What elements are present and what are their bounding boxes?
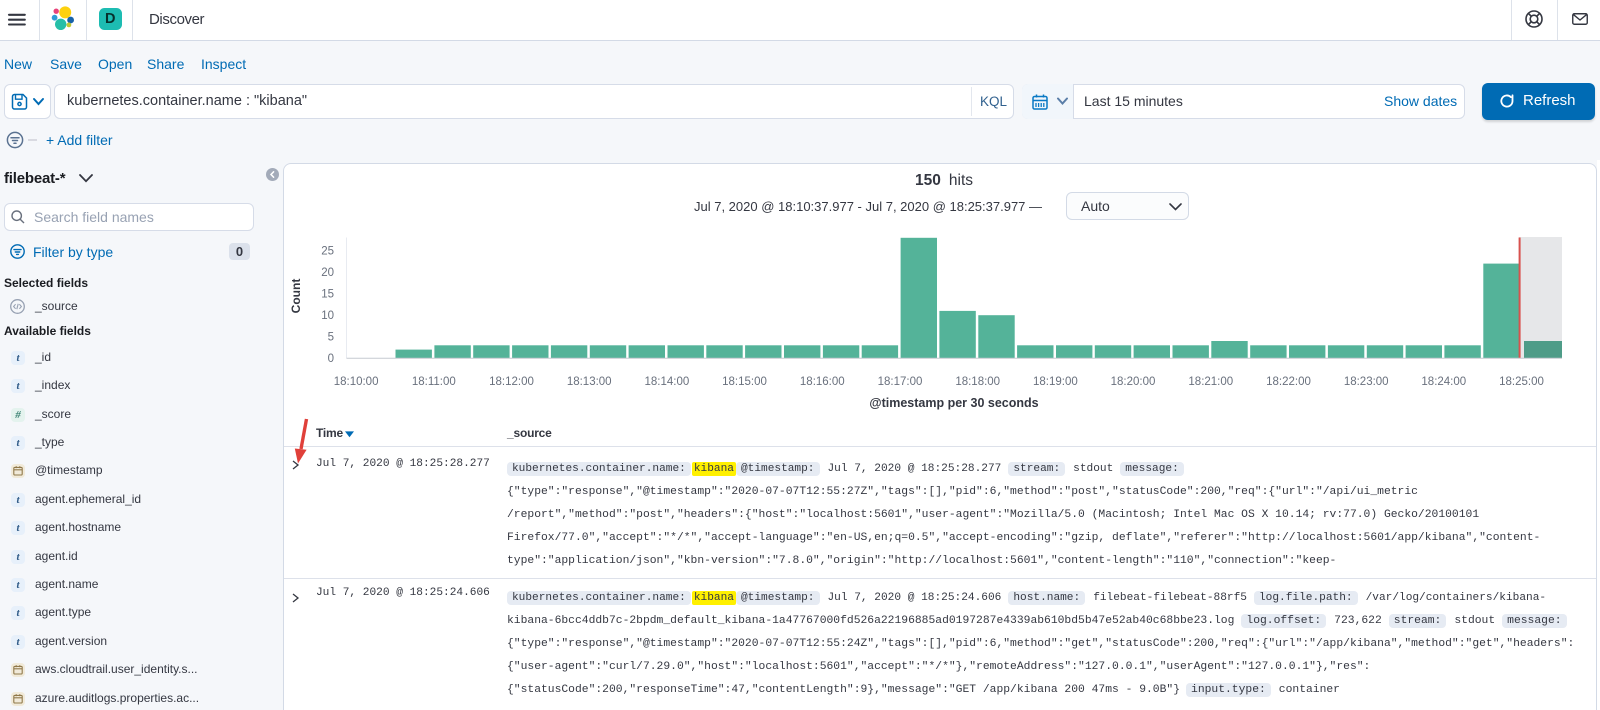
svg-text:18:23:00: 18:23:00	[1344, 376, 1389, 388]
svg-text:5: 5	[328, 332, 334, 344]
svg-text:18:10:00: 18:10:00	[334, 376, 379, 388]
svg-text:18:17:00: 18:17:00	[878, 376, 923, 388]
svg-text:18:19:00: 18:19:00	[1033, 376, 1078, 388]
svg-text:18:24:00: 18:24:00	[1421, 376, 1466, 388]
svg-text:18:16:00: 18:16:00	[800, 376, 845, 388]
svg-text:18:18:00: 18:18:00	[955, 376, 1000, 388]
svg-text:18:15:00: 18:15:00	[722, 376, 767, 388]
svg-text:@timestamp per 30 seconds: @timestamp per 30 seconds	[869, 396, 1038, 410]
svg-text:10: 10	[321, 310, 334, 322]
svg-text:Count: Count	[289, 279, 303, 314]
svg-text:20: 20	[321, 267, 334, 279]
svg-text:0: 0	[328, 353, 334, 365]
svg-text:18:13:00: 18:13:00	[567, 376, 612, 388]
svg-text:18:14:00: 18:14:00	[645, 376, 690, 388]
svg-text:15: 15	[321, 289, 334, 301]
svg-text:25: 25	[321, 246, 334, 258]
svg-text:18:11:00: 18:11:00	[412, 376, 456, 388]
svg-text:18:22:00: 18:22:00	[1266, 376, 1311, 388]
svg-text:18:25:00: 18:25:00	[1499, 376, 1544, 388]
svg-text:18:20:00: 18:20:00	[1111, 376, 1156, 388]
svg-text:18:12:00: 18:12:00	[489, 376, 534, 388]
svg-text:18:21:00: 18:21:00	[1188, 376, 1233, 388]
